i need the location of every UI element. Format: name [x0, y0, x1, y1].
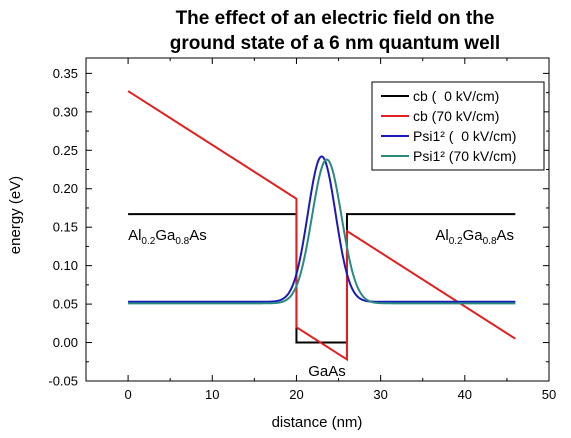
x-tick-label: 20 [289, 387, 303, 402]
x-tick-label: 30 [373, 387, 387, 402]
x-tick-label: 0 [124, 387, 131, 402]
annotation-part: Al [435, 227, 448, 244]
series-line-3 [128, 158, 516, 305]
annotation-part: Al [128, 227, 141, 244]
chart-title-line1: The effect of an electric field on the [176, 8, 495, 29]
legend-label-3: Psi1² (70 kV/cm) [413, 148, 516, 164]
annotation-subscript: 0.8 [483, 236, 497, 247]
annotation-subscript: 0.8 [175, 236, 189, 247]
chart-title-line2: ground state of a 6 nm quantum well [170, 33, 500, 54]
legend-label-0: cb ( 0 kV/cm) [413, 88, 499, 104]
annotation-2: GaAs [308, 363, 346, 380]
x-tick-label: 40 [458, 387, 472, 402]
legend: cb ( 0 kV/cm) cb (70 kV/cm) Psi1² ( 0 kV/c… [371, 81, 545, 171]
y-tick-label: 0.35 [53, 66, 78, 81]
y-tick-label: 0.05 [53, 297, 78, 312]
annotation-1: Al0.2Ga0.8As [435, 227, 514, 247]
annotation-subscript: 0.2 [141, 236, 155, 247]
annotation-part: As [497, 227, 515, 244]
x-tick-label: 50 [542, 387, 556, 402]
axis-ticks: 0 10 20 30 40 50 -0.05 0.00 0.05 0.10 0.15 0.20 0.25… [48, 58, 556, 402]
series-line-0 [128, 213, 516, 344]
annotation-0: Al0.2Ga0.8As [128, 227, 207, 247]
annotation-subscript: 0.2 [449, 236, 463, 247]
y-axis-label: energy (eV) [7, 176, 24, 254]
y-tick-label: 0.00 [53, 335, 78, 350]
x-tick-label: 10 [205, 387, 219, 402]
y-tick-label: 0.10 [53, 258, 78, 273]
annotation-part: Ga [463, 227, 484, 244]
y-tick-label: 0.15 [53, 220, 78, 235]
annotation-part: As [189, 227, 207, 244]
series-line-1 [127, 90, 516, 362]
series-group [127, 90, 516, 362]
series-line-2 [128, 155, 516, 303]
y-tick-label: -0.05 [48, 374, 78, 389]
plot-area-frame [85, 57, 550, 382]
legend-label-2: Psi1² ( 0 kV/cm) [413, 128, 516, 144]
y-tick-label: 0.25 [53, 143, 78, 158]
x-axis-label: distance (nm) [272, 414, 363, 431]
y-tick-label: 0.30 [53, 104, 78, 119]
legend-label-1: cb (70 kV/cm) [413, 108, 499, 124]
annotation-part: Ga [155, 227, 176, 244]
y-tick-label: 0.20 [53, 181, 78, 196]
